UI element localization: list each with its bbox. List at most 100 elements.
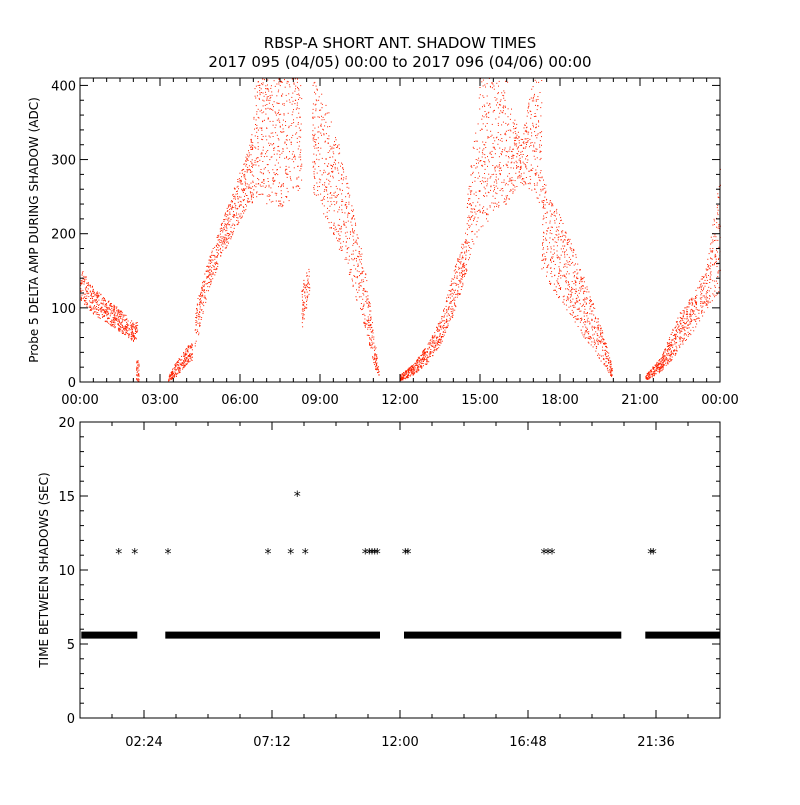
data-point — [478, 209, 480, 211]
data-point — [594, 342, 596, 344]
data-point — [370, 316, 372, 318]
data-point — [117, 312, 119, 314]
data-point — [426, 358, 428, 360]
data-point — [593, 314, 595, 316]
data-point — [568, 282, 569, 284]
data-point — [93, 308, 95, 310]
data-point — [436, 339, 438, 341]
data-point — [286, 135, 287, 137]
data-point — [609, 370, 611, 372]
data-point — [173, 367, 175, 369]
data-point — [491, 123, 493, 125]
data-point — [200, 298, 201, 300]
data-point — [569, 286, 570, 288]
data-point — [568, 273, 570, 275]
data-point — [569, 261, 571, 263]
data-point — [327, 200, 329, 202]
data-point — [579, 287, 581, 289]
data-point — [360, 307, 361, 309]
data-point — [324, 189, 326, 191]
data-point — [351, 205, 353, 207]
data-point — [563, 266, 565, 268]
data-point — [269, 108, 271, 110]
data-point — [444, 308, 445, 310]
data-point — [352, 210, 354, 212]
data-point — [114, 318, 116, 320]
data-point — [700, 301, 702, 303]
data-point — [686, 310, 688, 312]
data-point — [337, 194, 339, 195]
data-point — [216, 245, 217, 247]
data-point — [278, 81, 280, 83]
data-point — [461, 246, 462, 248]
data-point — [500, 134, 502, 136]
data-point — [421, 367, 422, 369]
data-point — [518, 136, 520, 138]
data-point — [179, 371, 180, 373]
data-point — [673, 349, 675, 351]
data-point — [476, 162, 477, 164]
data-point — [323, 119, 325, 121]
data-point — [205, 270, 207, 272]
data-point — [563, 299, 565, 301]
data-point — [183, 365, 185, 367]
data-point — [500, 167, 502, 169]
data-point — [349, 237, 350, 239]
data-point — [133, 335, 135, 337]
data-point — [374, 345, 376, 347]
data-point — [80, 299, 82, 300]
data-point — [278, 205, 279, 207]
data-point — [583, 311, 585, 313]
data-point — [675, 335, 677, 337]
data-point — [102, 297, 104, 299]
data-point — [175, 363, 177, 365]
data-point — [574, 280, 576, 282]
data-point — [278, 200, 280, 202]
data-point — [512, 155, 514, 157]
data-point — [229, 205, 231, 207]
data-point — [358, 283, 360, 285]
data-point — [373, 342, 375, 344]
data-point — [112, 320, 114, 322]
data-point — [427, 348, 429, 350]
data-point — [469, 219, 471, 221]
data-point — [523, 127, 525, 129]
data-point — [138, 363, 140, 365]
data-point — [609, 372, 611, 374]
data-point — [414, 367, 416, 369]
data-point — [82, 278, 84, 280]
data-point — [520, 167, 522, 169]
data-point — [92, 312, 94, 314]
data-point — [199, 296, 201, 297]
data-point — [265, 153, 266, 155]
data-point — [685, 307, 687, 309]
data-point — [269, 99, 271, 101]
data-point — [457, 294, 459, 296]
data-point — [369, 343, 370, 345]
data-point — [497, 102, 499, 104]
data-point — [87, 293, 89, 295]
data-point — [83, 299, 85, 301]
data-point — [188, 361, 190, 363]
data-point — [191, 346, 193, 348]
data-point — [340, 165, 341, 167]
data-point — [369, 324, 371, 326]
data-point — [328, 135, 330, 137]
data-point — [375, 358, 377, 360]
data-point — [262, 105, 264, 107]
data-point — [584, 291, 586, 292]
data-point — [706, 292, 708, 294]
data-point — [225, 230, 227, 232]
data-point — [252, 180, 254, 182]
data-point — [217, 253, 219, 255]
data-point — [438, 339, 440, 341]
data-point — [526, 115, 528, 117]
data-point — [320, 147, 322, 149]
data-point — [454, 275, 456, 277]
data-point — [333, 201, 335, 202]
data-point — [330, 175, 331, 177]
data-point — [446, 297, 448, 299]
data-point — [571, 281, 573, 282]
data-point — [572, 261, 574, 263]
data-point — [717, 227, 719, 229]
